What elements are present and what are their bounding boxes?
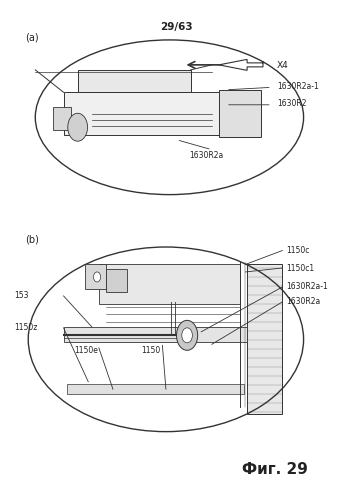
Text: X4: X4 (277, 61, 289, 70)
FancyBboxPatch shape (247, 264, 282, 414)
Circle shape (94, 272, 101, 282)
FancyBboxPatch shape (99, 264, 240, 304)
Text: 1150c: 1150c (286, 246, 309, 255)
FancyBboxPatch shape (106, 269, 127, 292)
FancyBboxPatch shape (53, 107, 71, 130)
FancyBboxPatch shape (64, 327, 247, 342)
Circle shape (176, 320, 198, 350)
Text: 1150e: 1150e (74, 346, 98, 355)
Text: 1630R2a: 1630R2a (189, 151, 223, 160)
FancyBboxPatch shape (67, 384, 244, 394)
Text: 1630R2a-1: 1630R2a-1 (286, 282, 328, 291)
Text: 1150z: 1150z (14, 323, 37, 332)
Text: Фиг. 29: Фиг. 29 (243, 462, 308, 477)
Text: 1150c1: 1150c1 (286, 264, 314, 273)
Text: 1150: 1150 (141, 346, 161, 355)
FancyBboxPatch shape (78, 70, 191, 92)
Text: (b): (b) (25, 235, 38, 245)
Text: 1630R2a: 1630R2a (286, 297, 320, 306)
Text: 1630R2: 1630R2 (277, 99, 307, 108)
FancyBboxPatch shape (219, 90, 261, 137)
Text: 1630R2a-1: 1630R2a-1 (277, 82, 319, 91)
Circle shape (182, 328, 192, 343)
Text: 29/63: 29/63 (160, 22, 193, 32)
FancyBboxPatch shape (85, 264, 106, 289)
Text: (a): (a) (25, 32, 38, 42)
FancyBboxPatch shape (64, 92, 226, 135)
Text: 153: 153 (14, 291, 29, 300)
Polygon shape (219, 59, 263, 70)
Circle shape (68, 113, 88, 141)
